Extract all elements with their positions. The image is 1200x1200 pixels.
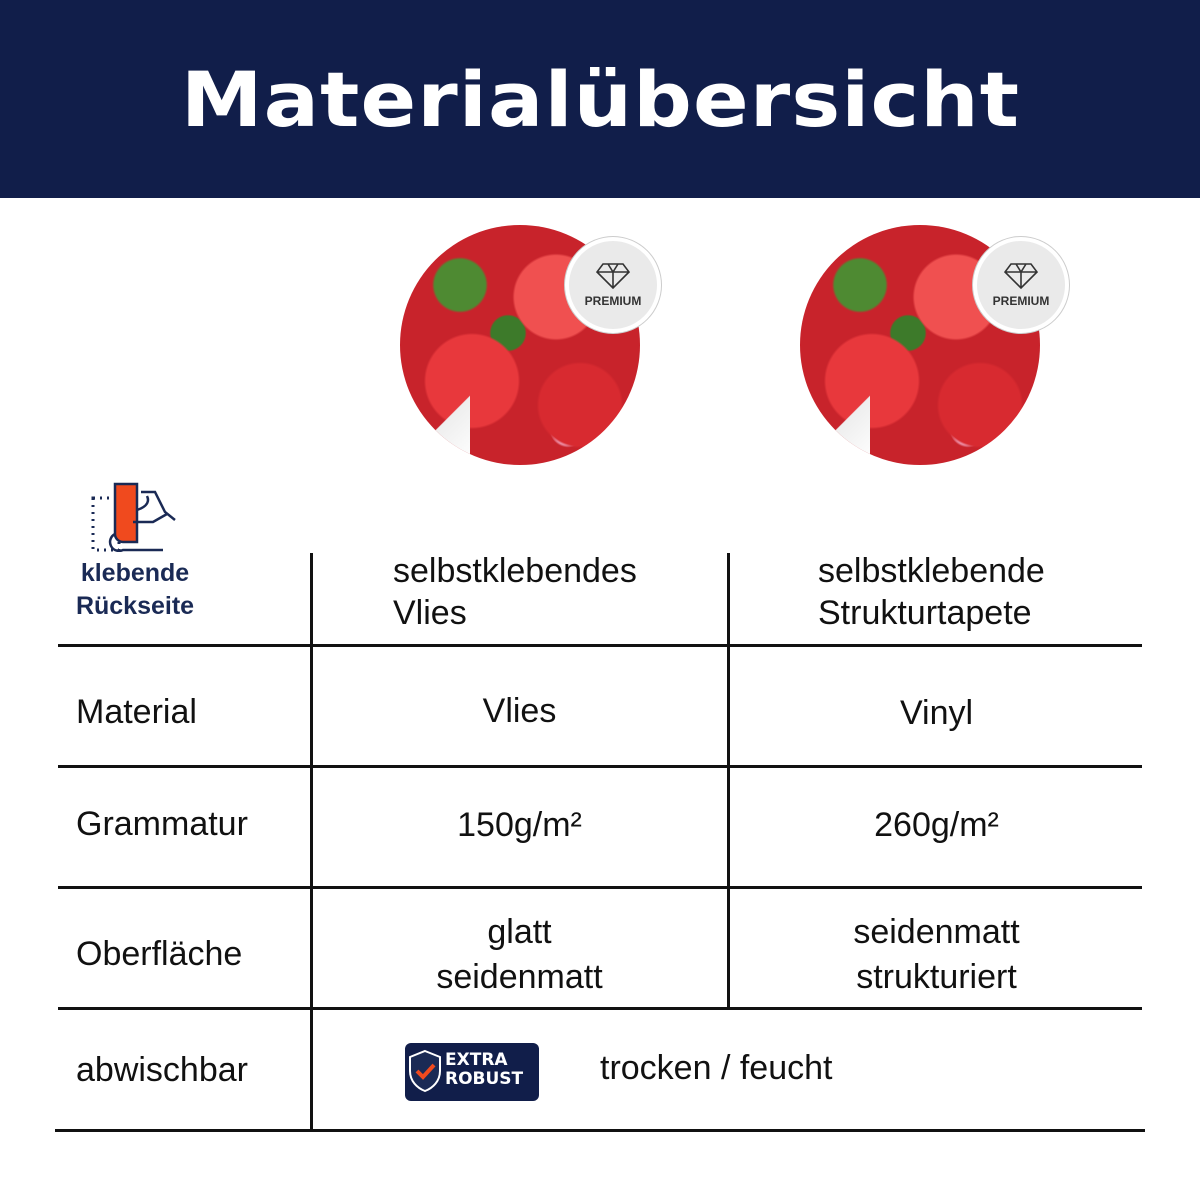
column-header-struktur: selbstklebende Strukturtapete [818,552,1045,632]
table-cell: glatt seidenmatt [436,913,603,996]
diamond-icon [1003,263,1039,290]
row-label: Material [76,693,197,731]
divider [58,1007,1142,1010]
divider [310,553,313,1131]
extra-robust-badge: EXTRA ROBUST [405,1043,539,1101]
divider [58,644,1142,647]
adhesive-hand-icon [91,482,176,553]
table-cell: seidenmatt strukturiert [853,913,1020,996]
table-cell: Vlies [482,692,557,730]
premium-badge: PREMIUM [565,237,661,333]
header: Materialübersicht [0,0,1200,198]
divider [58,765,1142,768]
premium-badge: PREMIUM [973,237,1069,333]
row-label: abwischbar [76,1051,248,1089]
row-label: Oberfläche [76,935,243,973]
divider [727,553,730,1008]
divider [58,886,1142,889]
table-cell: 150g/m² [457,806,582,844]
column-header-vlies: selbstklebendes Vlies [393,552,637,632]
row-label: Grammatur [76,805,248,843]
shield-check-icon [409,1049,441,1093]
table-cell: Vinyl [899,694,974,732]
table-cell: trocken / feucht [600,1049,833,1087]
divider [55,1129,1145,1132]
diamond-icon [595,263,631,290]
page-title: Materialübersicht [180,54,1020,144]
table-cell: 260g/m² [874,806,999,844]
adhesive-back-feature: klebende Rückseite [60,480,210,623]
